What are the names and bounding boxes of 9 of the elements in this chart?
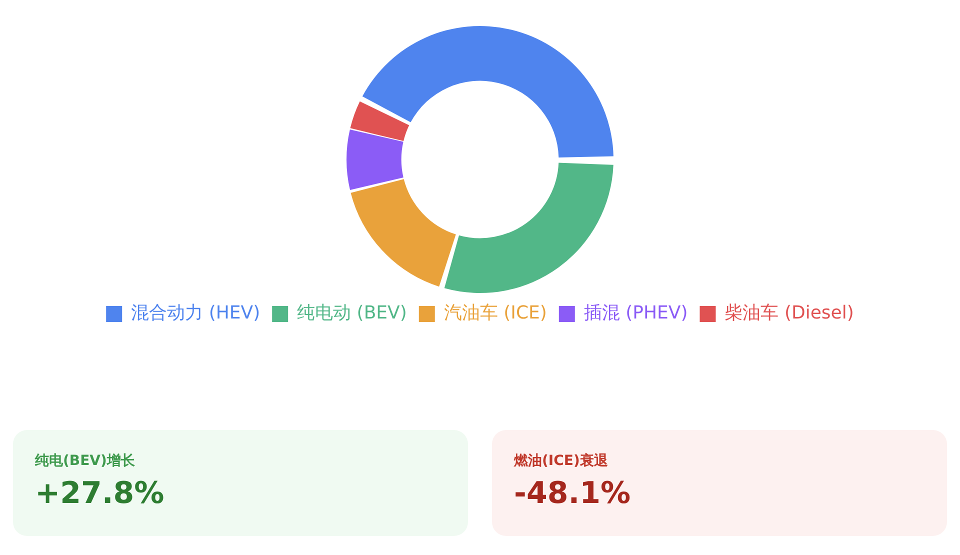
text: -48.1%	[514, 476, 632, 511]
legend-label: 汽油车 (ICE)	[444, 302, 547, 324]
legend-label: 混合动力 (HEV)	[131, 302, 260, 324]
text: +27.8%	[35, 476, 166, 511]
legend-label: 插混 (PHEV)	[584, 302, 688, 324]
legend-label: 纯电动 (BEV)	[297, 302, 407, 324]
legend-label: 柴油车 (Diesel)	[724, 302, 854, 324]
text: 纯电(BEV)增长	[35, 452, 136, 470]
text: 燃油(ICE)衰退	[514, 452, 609, 470]
